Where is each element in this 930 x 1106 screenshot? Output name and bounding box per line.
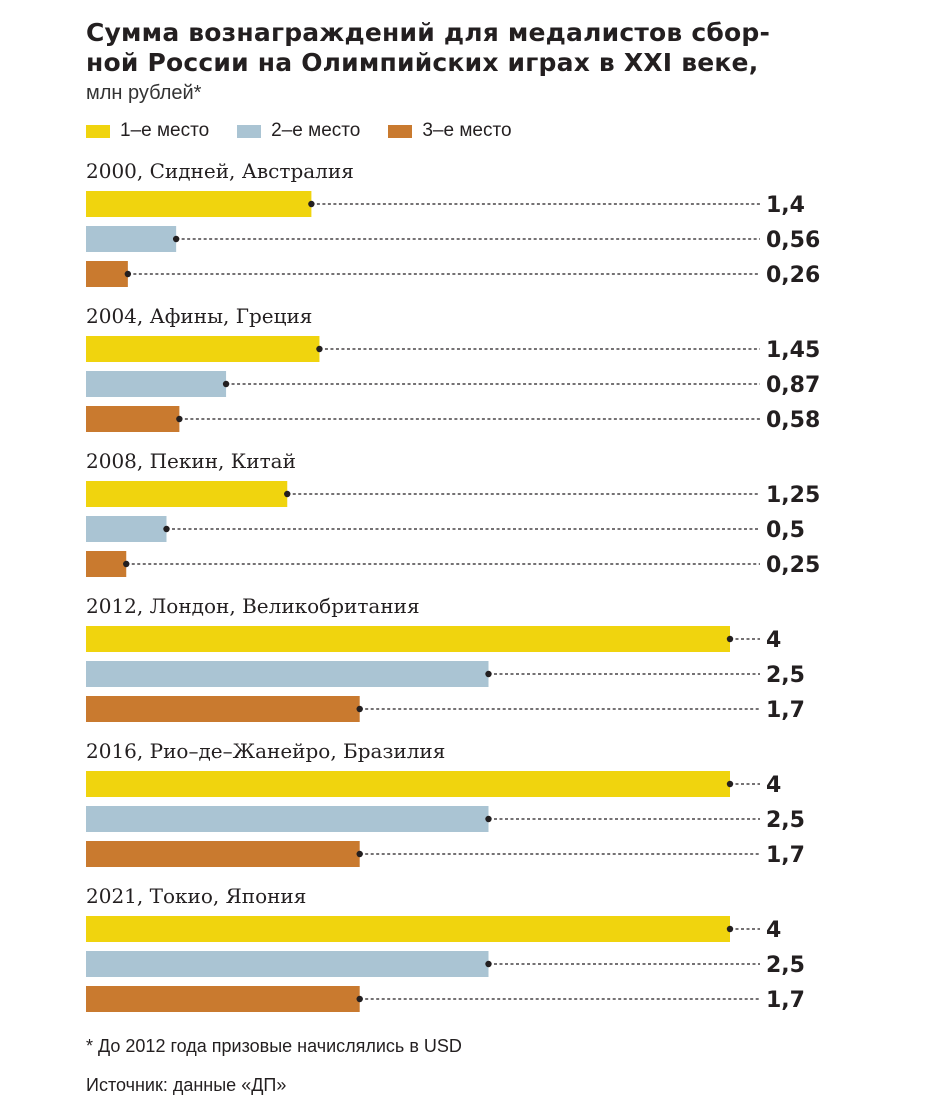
legend-item-third: 3–е место: [388, 120, 512, 142]
bar-third-place: [86, 406, 180, 432]
value-label: 0,26: [766, 263, 820, 288]
value-label: 1,7: [766, 843, 805, 868]
bar-chart: 2000, Сидней, Австралия 1,4 0,56 0,26 2004, …: [86, 159, 820, 1013]
leader-dot: [485, 670, 492, 678]
legend-swatch-second: [237, 124, 262, 138]
group-label: 2016, Рио–де–Жанейро, Бразилия: [86, 739, 445, 763]
legend-label-first: 1–е место: [120, 120, 210, 141]
chart-title-line-1: Сумма вознаграждений для медалистов сбор…: [86, 18, 771, 47]
bar-third-place: [86, 841, 360, 867]
bar-first-place: [86, 771, 730, 797]
group-label: 2021, Токио, Япония: [86, 884, 306, 908]
leader-dot: [356, 995, 363, 1003]
value-label: 1,7: [766, 988, 805, 1013]
value-label: 0,25: [766, 553, 820, 578]
bar-third-place: [86, 551, 127, 577]
value-label: 0,56: [766, 228, 820, 253]
value-label: 2,5: [766, 953, 805, 978]
chart-title: Сумма вознаграждений для медалистов сбор…: [86, 18, 806, 78]
leader-dot: [176, 415, 183, 423]
legend-item-second: 2–е место: [237, 120, 360, 142]
footnote: * До 2012 года призовые начислялись в US…: [86, 1036, 462, 1056]
leader-dot: [356, 850, 363, 858]
group-label: 2000, Сидней, Австралия: [86, 159, 354, 183]
legend-swatch-first: [86, 124, 110, 138]
chart-title-line-2: ной России на Олимпийских играх в XXI ве…: [86, 48, 759, 77]
bar-third-place: [86, 261, 128, 287]
legend-label-third: 3–е место: [422, 120, 512, 141]
group-label: 2004, Афины, Греция: [86, 304, 312, 328]
leader-dot: [485, 960, 492, 968]
legend: 1–е место 2–е место 3–е место: [86, 120, 512, 142]
value-label: 0,5: [766, 518, 805, 543]
value-label: 1,7: [766, 698, 805, 723]
value-label: 0,87: [766, 373, 820, 398]
source-note: Источник: данные «ДП»: [86, 1075, 287, 1095]
leader-dot: [163, 525, 170, 533]
value-label: 4: [766, 918, 781, 943]
bar-first-place: [86, 481, 288, 507]
bar-third-place: [86, 696, 360, 722]
bar-first-place: [86, 916, 730, 942]
leader-dot: [485, 815, 492, 823]
bar-second-place: [86, 516, 167, 542]
bar-second-place: [86, 371, 227, 397]
leader-dot: [222, 380, 230, 388]
chart-subtitle: млн рублей*: [86, 82, 202, 104]
bar-first-place: [86, 336, 320, 362]
value-label: 4: [766, 628, 781, 653]
leader-dot: [284, 490, 291, 498]
leader-dot: [356, 705, 363, 713]
leader-dot: [172, 235, 180, 243]
bar-third-place: [86, 986, 360, 1012]
group-label: 2012, Лондон, Великобритания: [86, 594, 420, 618]
leader-dot: [726, 780, 734, 788]
legend-swatch-third: [388, 124, 413, 138]
bar-second-place: [86, 806, 489, 832]
value-label: 0,58: [766, 408, 820, 433]
leader-dot: [124, 270, 132, 278]
bar-first-place: [86, 191, 312, 217]
value-label: 4: [766, 773, 781, 798]
value-label: 2,5: [766, 663, 805, 688]
value-label: 2,5: [766, 808, 805, 833]
leader-dot: [726, 635, 734, 643]
value-label: 1,25: [766, 483, 820, 508]
bar-second-place: [86, 226, 177, 252]
leader-dot: [123, 560, 130, 568]
leader-dot: [316, 345, 323, 353]
value-label: 1,4: [766, 193, 805, 218]
leader-dot: [726, 925, 734, 933]
legend-item-first: 1–е место: [86, 120, 209, 142]
group-label: 2008, Пекин, Китай: [86, 449, 296, 473]
bar-second-place: [86, 951, 489, 977]
bar-second-place: [86, 661, 489, 687]
bar-first-place: [86, 626, 730, 652]
value-label: 1,45: [766, 338, 820, 363]
legend-label-second: 2–е место: [271, 120, 361, 141]
leader-dot: [308, 200, 315, 208]
